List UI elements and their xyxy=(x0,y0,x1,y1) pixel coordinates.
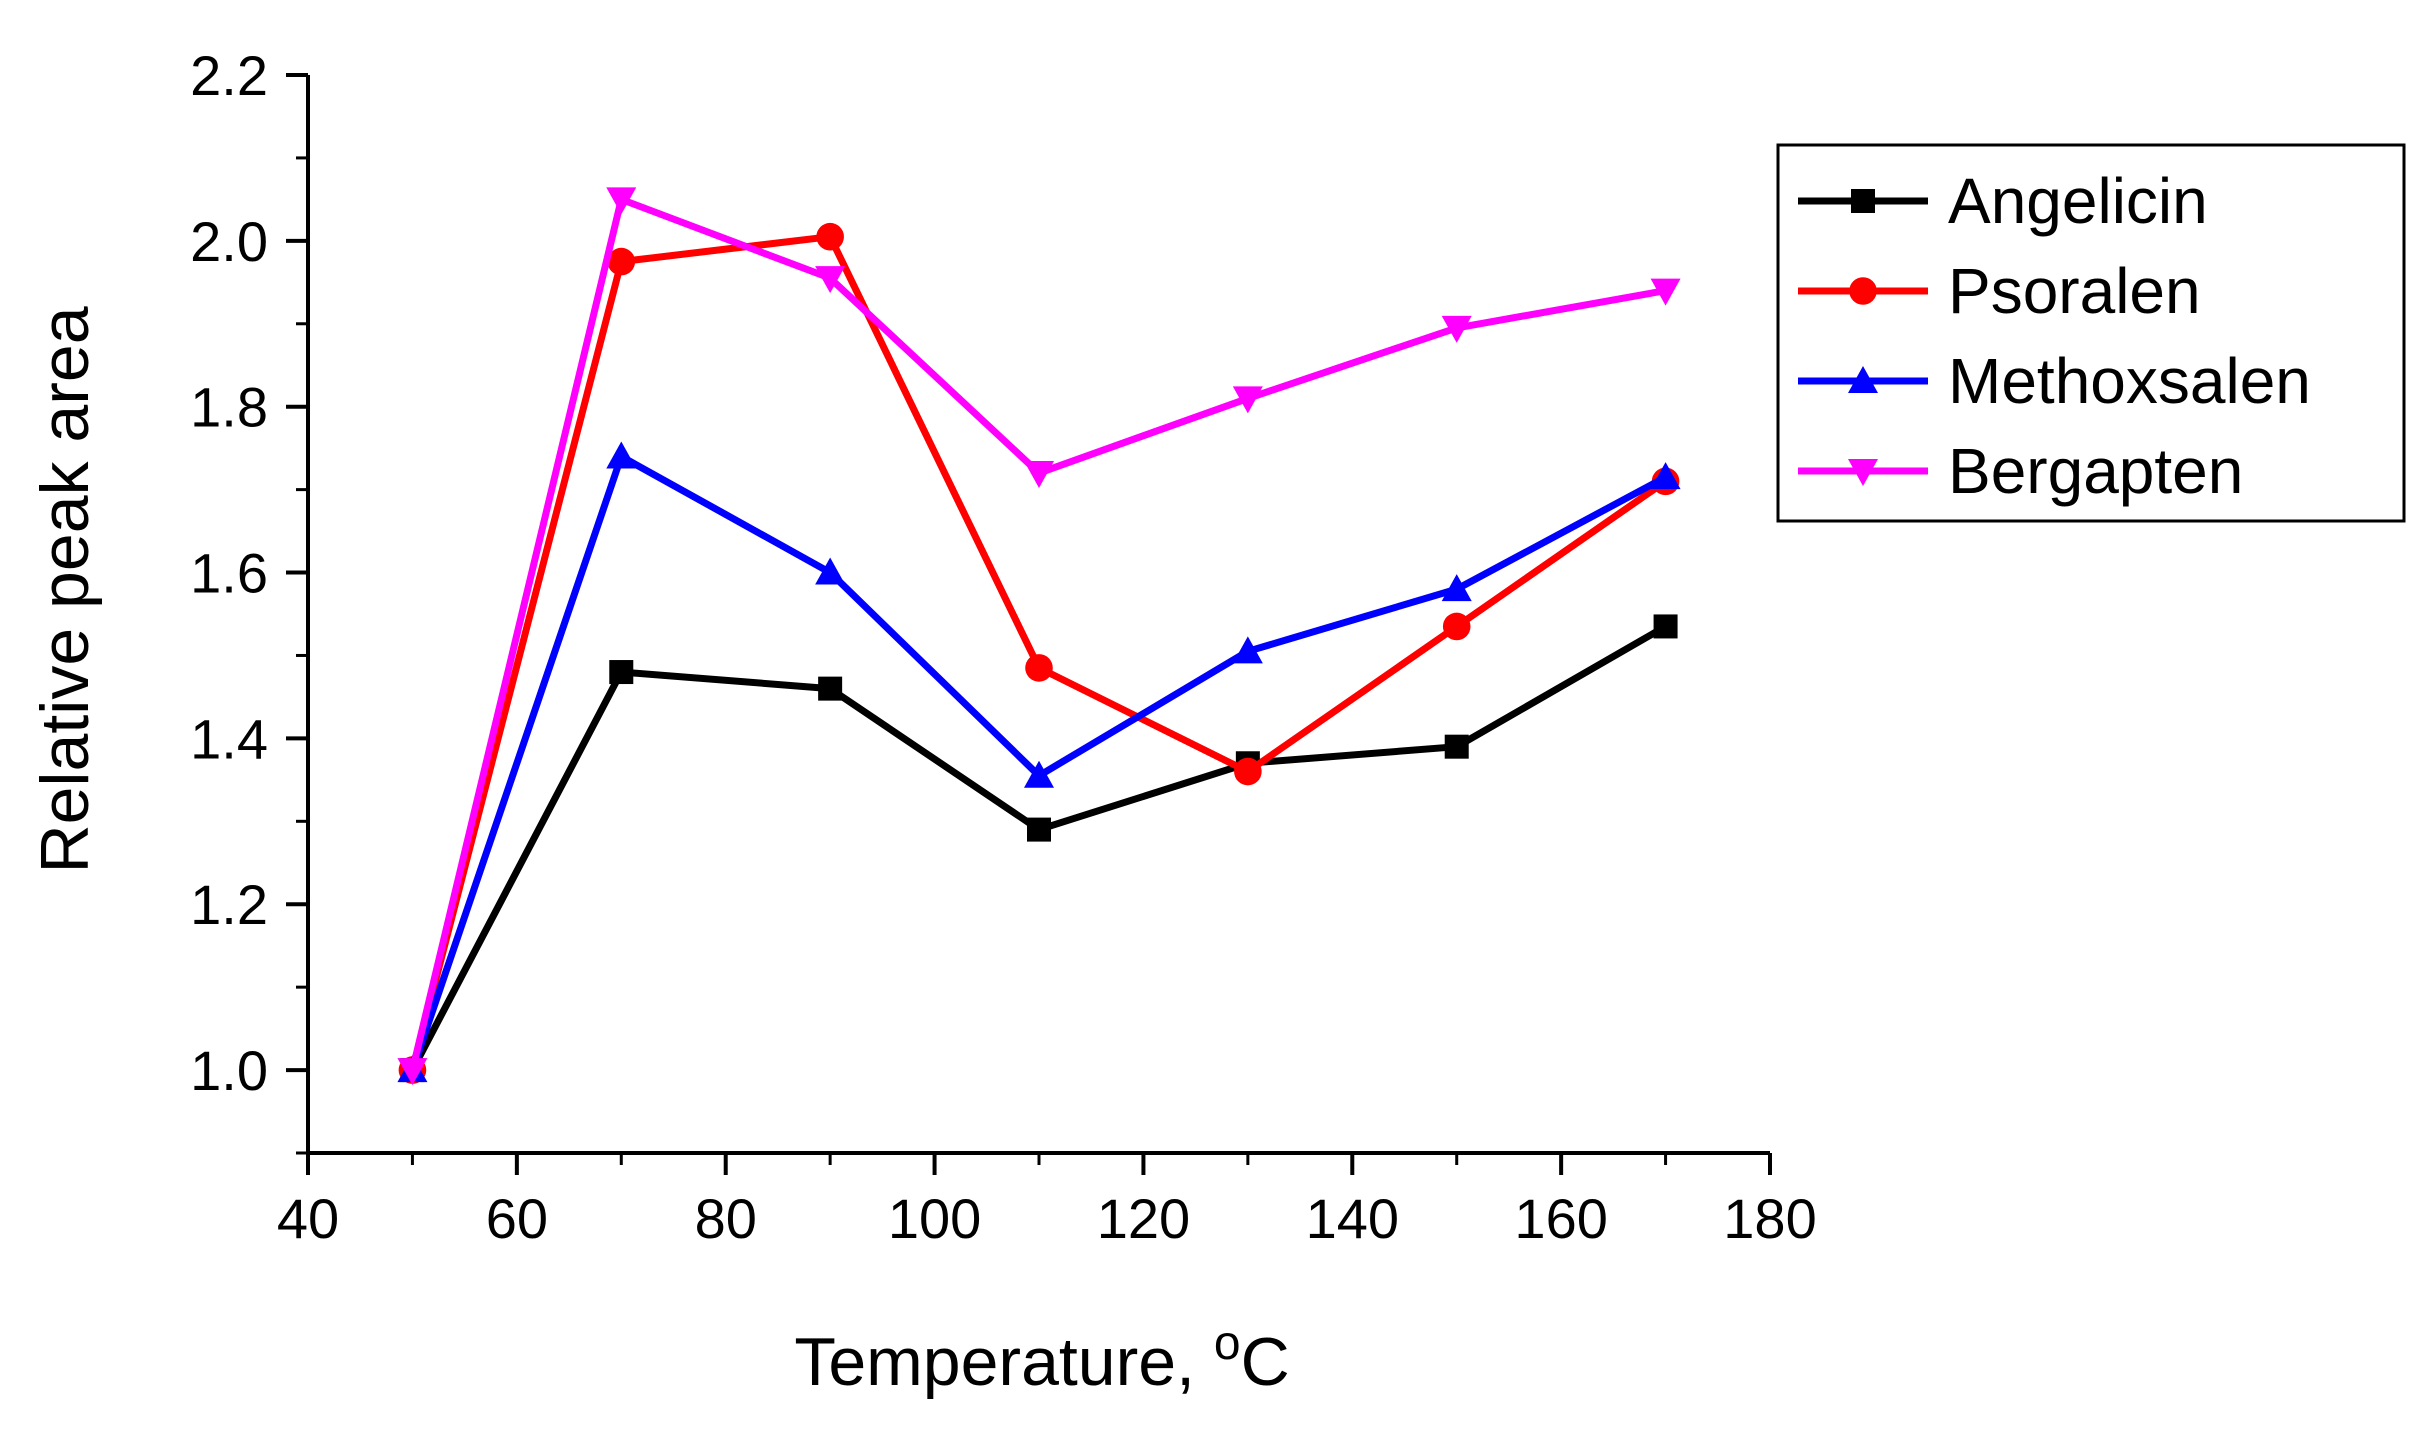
y-tick-label: 1.0 xyxy=(190,1039,268,1102)
x-tick-label: 160 xyxy=(1514,1187,1607,1250)
data-point-methoxsalen xyxy=(1232,636,1263,664)
legend-label-psoralen: Psoralen xyxy=(1948,255,2201,327)
x-axis-title-superscript: o xyxy=(1214,1317,1241,1370)
data-point-methoxsalen xyxy=(606,441,637,469)
data-point-bergapten xyxy=(1650,278,1681,306)
y-tick-label: 1.4 xyxy=(190,707,268,770)
series-line-psoralen xyxy=(409,233,1668,1071)
data-point-psoralen xyxy=(1234,757,1262,786)
legend-label-angelicin: Angelicin xyxy=(1948,165,2208,237)
data-point-bergapten xyxy=(606,187,637,215)
x-axis-title-label: Temperature, xyxy=(794,1324,1214,1400)
legend-marker-psoralen xyxy=(1849,277,1877,305)
legend-label-methoxsalen: Methoxsalen xyxy=(1948,345,2311,417)
data-point-bergapten xyxy=(1024,461,1054,489)
data-point-methoxsalen xyxy=(815,557,846,585)
data-point-bergapten xyxy=(1441,315,1472,343)
axes: 40 60 80 100 120 140 160 180 1.0 1.2 1.4 1.6 1.8 2.0 2… xyxy=(190,44,1817,1250)
y-tick-label: 2.0 xyxy=(190,210,268,273)
data-point-angelicin xyxy=(609,660,634,685)
legend-item-angelicin: Angelicin xyxy=(1798,165,2208,237)
legend-item-bergapten: Bergapten xyxy=(1798,435,2243,507)
x-tick-label: 140 xyxy=(1306,1187,1399,1250)
x-tick-label: 120 xyxy=(1097,1187,1190,1250)
data-point-angelicin xyxy=(1653,614,1678,639)
data-point-psoralen xyxy=(1442,612,1471,641)
data-point-bergapten xyxy=(815,266,846,294)
x-tick-label: 180 xyxy=(1723,1187,1816,1250)
data-point-psoralen xyxy=(1025,654,1053,682)
y-tick-label: 1.2 xyxy=(190,873,268,936)
data-point-methoxsalen xyxy=(1650,462,1681,490)
x-axis-title-unit: C xyxy=(1241,1324,1290,1400)
data-point-methoxsalen xyxy=(1024,760,1054,788)
data-point-psoralen xyxy=(607,247,636,276)
y-tick-label: 2.2 xyxy=(190,44,268,107)
series-layer xyxy=(397,187,1681,1086)
data-point-angelicin xyxy=(818,676,843,701)
y-tick-label: 1.6 xyxy=(190,542,268,605)
legend: Angelicin Psoralen Methoxsalen Bergapten xyxy=(1776,143,2406,523)
legend-marker-angelicin xyxy=(1851,189,1875,213)
series-psoralen xyxy=(398,222,1680,1084)
legend-item-methoxsalen: Methoxsalen xyxy=(1798,345,2311,417)
x-tick-label: 60 xyxy=(486,1187,548,1250)
data-point-angelicin xyxy=(1444,734,1469,759)
x-axis-title: Temperature, oC xyxy=(794,1317,1289,1400)
y-axis-title: Relative peak area xyxy=(27,306,103,873)
legend-label-bergapten: Bergapten xyxy=(1948,435,2243,507)
data-point-psoralen xyxy=(816,222,844,251)
series-bergapten xyxy=(397,187,1681,1086)
legend-marker-methoxsalen xyxy=(1848,366,1878,393)
data-point-bergapten xyxy=(1232,386,1263,414)
data-point-methoxsalen xyxy=(1441,574,1472,602)
series-angelicin xyxy=(400,614,1678,1083)
x-tick-label: 40 xyxy=(277,1187,339,1250)
legend-box xyxy=(1776,143,2406,523)
x-tick-label: 80 xyxy=(695,1187,757,1250)
x-tick-label: 100 xyxy=(888,1187,981,1250)
legend-marker-bergapten xyxy=(1848,459,1878,486)
data-point-bergapten xyxy=(397,1058,428,1086)
series-line-angelicin xyxy=(409,623,1668,1072)
series-methoxsalen xyxy=(397,441,1681,1083)
y-tick-label: 1.8 xyxy=(190,376,268,439)
legend-item-psoralen: Psoralen xyxy=(1798,255,2201,327)
data-point-angelicin xyxy=(1027,817,1051,842)
